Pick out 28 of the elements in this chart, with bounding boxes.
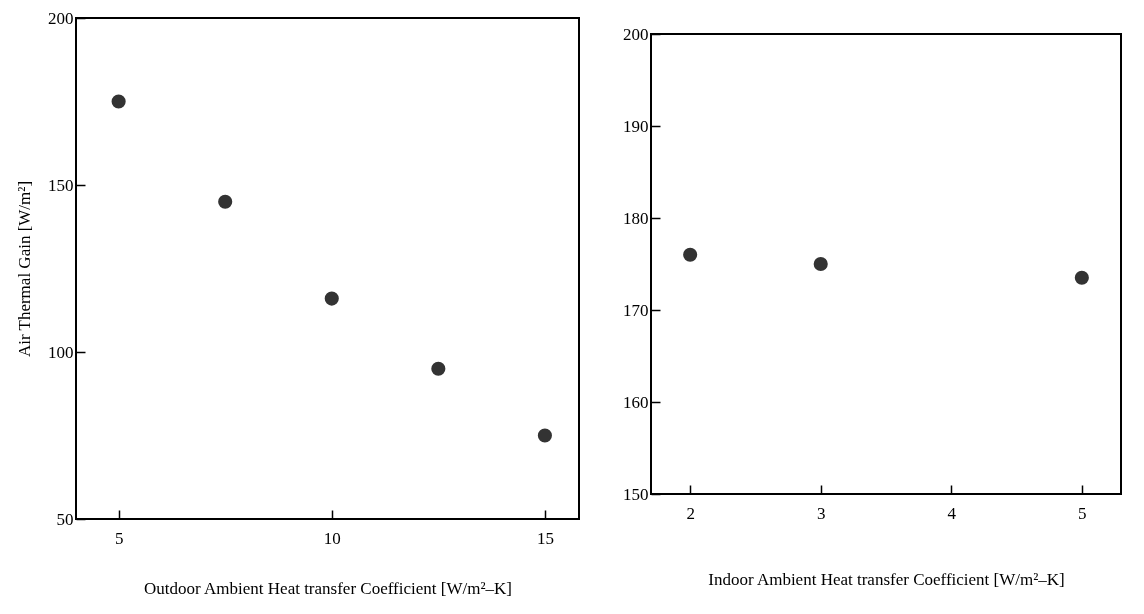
x-axis-title: Outdoor Ambient Heat transfer Coefficient [W/m²–K] xyxy=(144,578,512,598)
y-tick-label: 170 xyxy=(623,300,649,320)
x-tick-label: 4 xyxy=(947,503,957,523)
point xyxy=(537,428,552,443)
point xyxy=(1074,270,1089,285)
y-tick-label: 50 xyxy=(56,509,74,529)
y-tick-label: 200 xyxy=(623,24,649,44)
x-tick-label: 10 xyxy=(323,528,341,548)
point xyxy=(218,194,233,209)
point xyxy=(683,247,698,262)
x-tick-label: 2 xyxy=(686,503,695,523)
point xyxy=(431,361,446,376)
y-tick-label: 200 xyxy=(48,8,74,28)
x-tick-label: 5 xyxy=(114,528,124,548)
point xyxy=(813,256,828,272)
y-tick-label: 150 xyxy=(48,175,74,195)
point xyxy=(324,291,339,306)
x-axis-title: Indoor Ambient Heat transfer Coefficient [W/m²–K] xyxy=(708,569,1065,589)
y-tick-label: 180 xyxy=(623,208,649,228)
x-tick-label: 5 xyxy=(1078,503,1087,523)
y-tick-label: 150 xyxy=(623,484,649,504)
x-tick-label: 3 xyxy=(816,503,826,523)
y-tick-label: 190 xyxy=(623,116,649,136)
y-axis-title: Air Thermal Gain [W/m²] xyxy=(15,180,34,358)
y-tick-label: 160 xyxy=(623,392,649,412)
y-tick-label: 100 xyxy=(48,342,74,362)
x-tick-label: 15 xyxy=(536,528,554,548)
point xyxy=(111,94,126,109)
